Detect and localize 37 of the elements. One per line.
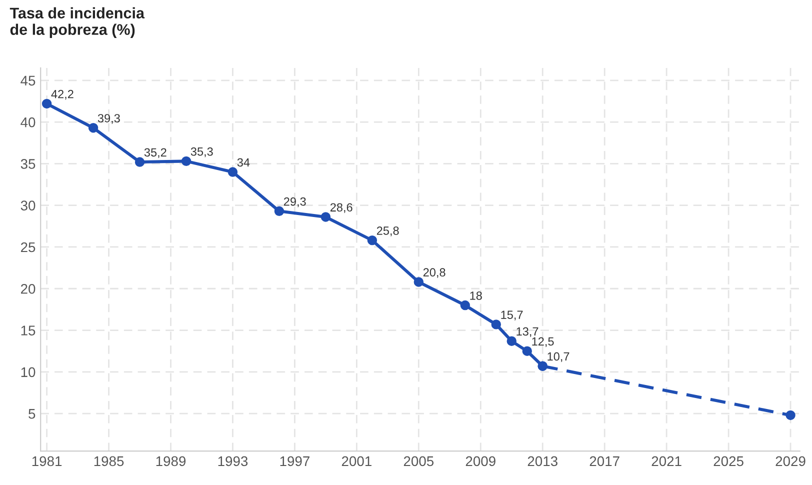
x-tick-label: 2005 [404, 456, 434, 466]
data-label: 29,3 [284, 197, 306, 208]
y-tick-label: 40 [20, 117, 36, 128]
y-tick-label: 15 [21, 326, 36, 336]
y-tick-label: 10 [21, 367, 36, 378]
y-tick-label: 35 [20, 159, 36, 169]
x-tick-label: 1993 [218, 456, 248, 466]
x-tick-label: 1997 [280, 456, 310, 466]
data-label: 10,7 [548, 352, 570, 362]
x-tick-label: 2017 [590, 456, 620, 466]
x-tick-label: 1989 [156, 456, 186, 466]
y-tick-label: 5 [28, 409, 36, 419]
x-tick-label: 2001 [342, 456, 372, 466]
data-label: 35,2 [144, 148, 166, 158]
x-tick-label: 2013 [528, 456, 558, 466]
x-tick-label: 2021 [652, 456, 682, 466]
y-tick-label: 25 [20, 242, 36, 252]
data-label: 39,3 [98, 114, 120, 124]
data-label: 34 [237, 158, 250, 167]
data-label: 15,7 [501, 310, 523, 320]
data-label: 12,5 [532, 337, 554, 348]
y-tick-label: 20 [20, 284, 36, 294]
y-tick-label: 45 [20, 76, 36, 86]
x-tick-label: 2025 [714, 456, 744, 466]
data-label: 28,6 [330, 203, 352, 213]
data-label: 35,3 [190, 147, 213, 158]
y-axis-title: Tasa de incidencia de la pobreza (%) [10, 7, 145, 38]
x-tick-label: 2029 [776, 456, 806, 466]
data-label: 25,8 [376, 226, 399, 236]
y-tick-label: 30 [20, 200, 36, 211]
x-tick-label: 1985 [94, 456, 124, 466]
data-label: 13,7 [516, 327, 538, 338]
data-label: 18 [470, 291, 482, 300]
x-tick-label: 2009 [466, 456, 496, 466]
x-tick-label: 1981 [32, 456, 62, 466]
data-label: 20,8 [423, 268, 446, 278]
data-label: 42,2 [51, 90, 74, 100]
